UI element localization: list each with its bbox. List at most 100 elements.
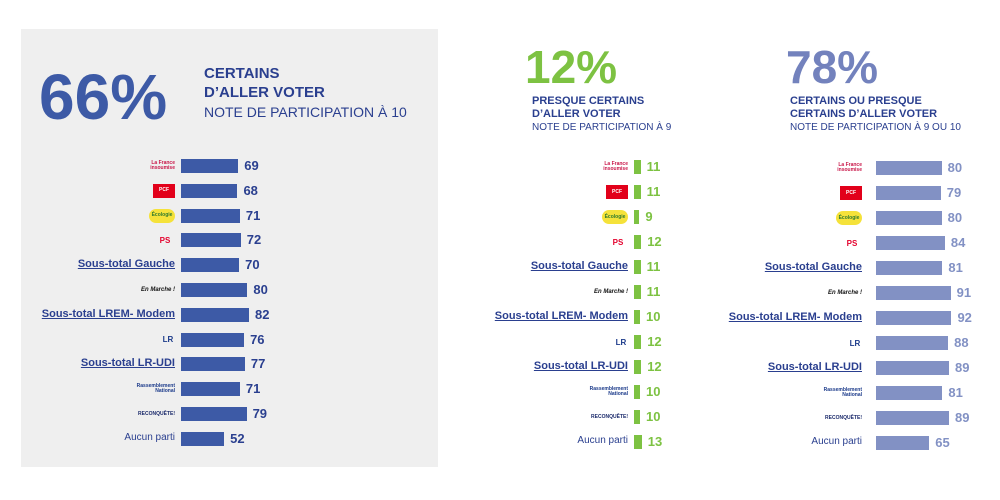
- ps-logo: PS: [842, 236, 862, 250]
- bar: [634, 335, 642, 349]
- bar: [634, 160, 641, 174]
- logo-text: Rassemblement National: [589, 386, 628, 397]
- panel-percent: 12%: [525, 41, 618, 93]
- bar-value-label: 71: [245, 207, 261, 223]
- panel-subheading: NOTE DE PARTICIPATION À 10: [204, 104, 407, 120]
- la-france-insoumise-logo: La France insoumise: [602, 160, 628, 174]
- bar: [634, 260, 641, 274]
- logo-text: En Marche !: [827, 289, 862, 296]
- logo-text: RECONQUÊTE!: [591, 413, 628, 420]
- ps-logo: PS: [155, 233, 175, 247]
- category-label: Sous-total LR-UDI: [80, 357, 175, 370]
- bar: [876, 286, 951, 300]
- bar-value-label: 11: [646, 259, 661, 274]
- bar: [181, 407, 247, 421]
- en-marche-logo: En Marche !: [592, 285, 628, 299]
- bar-value-label: 71: [245, 381, 261, 397]
- bar-value-label: 10: [646, 409, 661, 424]
- bar-value-label: 80: [947, 160, 963, 175]
- bar-value-label: 72: [246, 232, 262, 248]
- reconquete-logo: RECONQUÊTE!: [588, 410, 628, 424]
- bar: [181, 382, 240, 397]
- panel-subheading: NOTE DE PARTICIPATION À 9 OU 10: [790, 122, 961, 133]
- bar-value-label: 79: [946, 185, 962, 200]
- bar: [876, 236, 945, 250]
- bar: [876, 386, 943, 400]
- bar: [634, 210, 640, 224]
- logo-text: LR: [162, 335, 174, 345]
- category-label: Sous-total Gauche: [764, 261, 862, 273]
- bar-value-label: 80: [947, 210, 963, 225]
- bar: [181, 258, 240, 273]
- panel-certains-ou-presque: 78% CERTAINS OU PRESQUE CERTAINS D’ALLER…: [700, 0, 1000, 500]
- les-republicains-logo: LR: [848, 336, 862, 350]
- bar-value-label: 11: [646, 159, 661, 174]
- pcf-logo: PCF: [606, 185, 628, 199]
- logo-text: LR: [615, 337, 627, 347]
- bar-value-label: 65: [935, 435, 950, 450]
- category-label: Aucun parti: [577, 435, 628, 446]
- panel-heading-line1: CERTAINS: [204, 65, 280, 82]
- logo-text: La France insoumise: [150, 160, 175, 171]
- logo-text: Rassemblement National: [136, 383, 175, 395]
- panel-heading-line2: CERTAINS D’ALLER VOTER: [790, 108, 938, 120]
- bar-value-label: 10: [646, 384, 661, 399]
- ecologie-logo: Écologie: [836, 211, 862, 225]
- bar-value-label: 68: [243, 182, 258, 198]
- bar: [634, 185, 641, 199]
- bar-value-label: 69: [244, 158, 259, 173]
- category-label: Sous-total LR-UDI: [533, 360, 628, 372]
- logo-text: Écologie: [838, 214, 860, 221]
- logo-text: Rassemblement National: [823, 387, 862, 398]
- panel-heading-line2: D’ALLER VOTER: [532, 108, 621, 120]
- logo-text: PCF: [159, 187, 169, 194]
- logo-text: PS: [612, 237, 624, 247]
- category-label: Sous-total LR-UDI: [767, 361, 862, 373]
- bar-value-label: 82: [255, 306, 270, 322]
- bar-value-label: 10: [646, 309, 661, 324]
- bar-value-label: 52: [230, 430, 245, 446]
- category-label: Sous-total Gauche: [530, 260, 628, 272]
- bar: [181, 283, 248, 297]
- bar-value-label: 92: [957, 310, 972, 325]
- la-france-insoumise-logo: La France insoumise: [836, 161, 862, 175]
- bar: [634, 435, 642, 449]
- bar: [876, 336, 949, 350]
- bar: [634, 360, 642, 374]
- rassemblement-national-logo: Rassemblement National: [580, 385, 628, 399]
- panel-percent: 78%: [786, 41, 879, 93]
- logo-text: PCF: [846, 189, 856, 196]
- bar: [634, 285, 641, 299]
- bar: [181, 332, 245, 347]
- bar-value-label: 11: [646, 284, 661, 299]
- reconquete-logo: RECONQUÊTE!: [135, 407, 175, 421]
- bar-value-label: 13: [647, 434, 663, 449]
- rassemblement-national-logo: Rassemblement National: [814, 386, 862, 400]
- ecologie-logo: Écologie: [149, 208, 175, 223]
- pcf-logo: PCF: [153, 183, 175, 198]
- category-label: Sous-total LREM- Modem: [41, 307, 175, 320]
- panel-percent: 66%: [39, 61, 168, 133]
- les-republicains-logo: LR: [161, 333, 175, 347]
- les-republicains-logo: LR: [614, 335, 628, 349]
- rassemblement-national-logo: Rassemblement National: [127, 382, 175, 396]
- panel-subheading: NOTE DE PARTICIPATION À 9: [532, 122, 672, 133]
- category-label: Sous-total Gauche: [77, 258, 175, 271]
- category-label: Aucun parti: [811, 436, 862, 447]
- panel-heading-line1: PRESQUE CERTAINS: [532, 95, 645, 107]
- bar-value-label: 9: [645, 209, 653, 224]
- bar-value-label: 12: [647, 334, 662, 349]
- bar-value-label: 70: [245, 257, 260, 273]
- logo-text: La France insoumise: [837, 162, 862, 173]
- logo-text: RECONQUÊTE!: [138, 410, 175, 417]
- bar: [876, 311, 952, 325]
- en-marche-logo: En Marche !: [139, 283, 175, 297]
- logo-text: PS: [159, 235, 171, 245]
- bar-value-label: 91: [956, 285, 972, 300]
- bar: [876, 436, 930, 450]
- logo-text: Écologie: [151, 212, 173, 219]
- la-france-insoumise-logo: La France insoumise: [149, 159, 175, 173]
- category-label: Sous-total LREM- Modem: [728, 311, 862, 323]
- bar: [181, 431, 225, 446]
- bar-value-label: 89: [954, 410, 970, 425]
